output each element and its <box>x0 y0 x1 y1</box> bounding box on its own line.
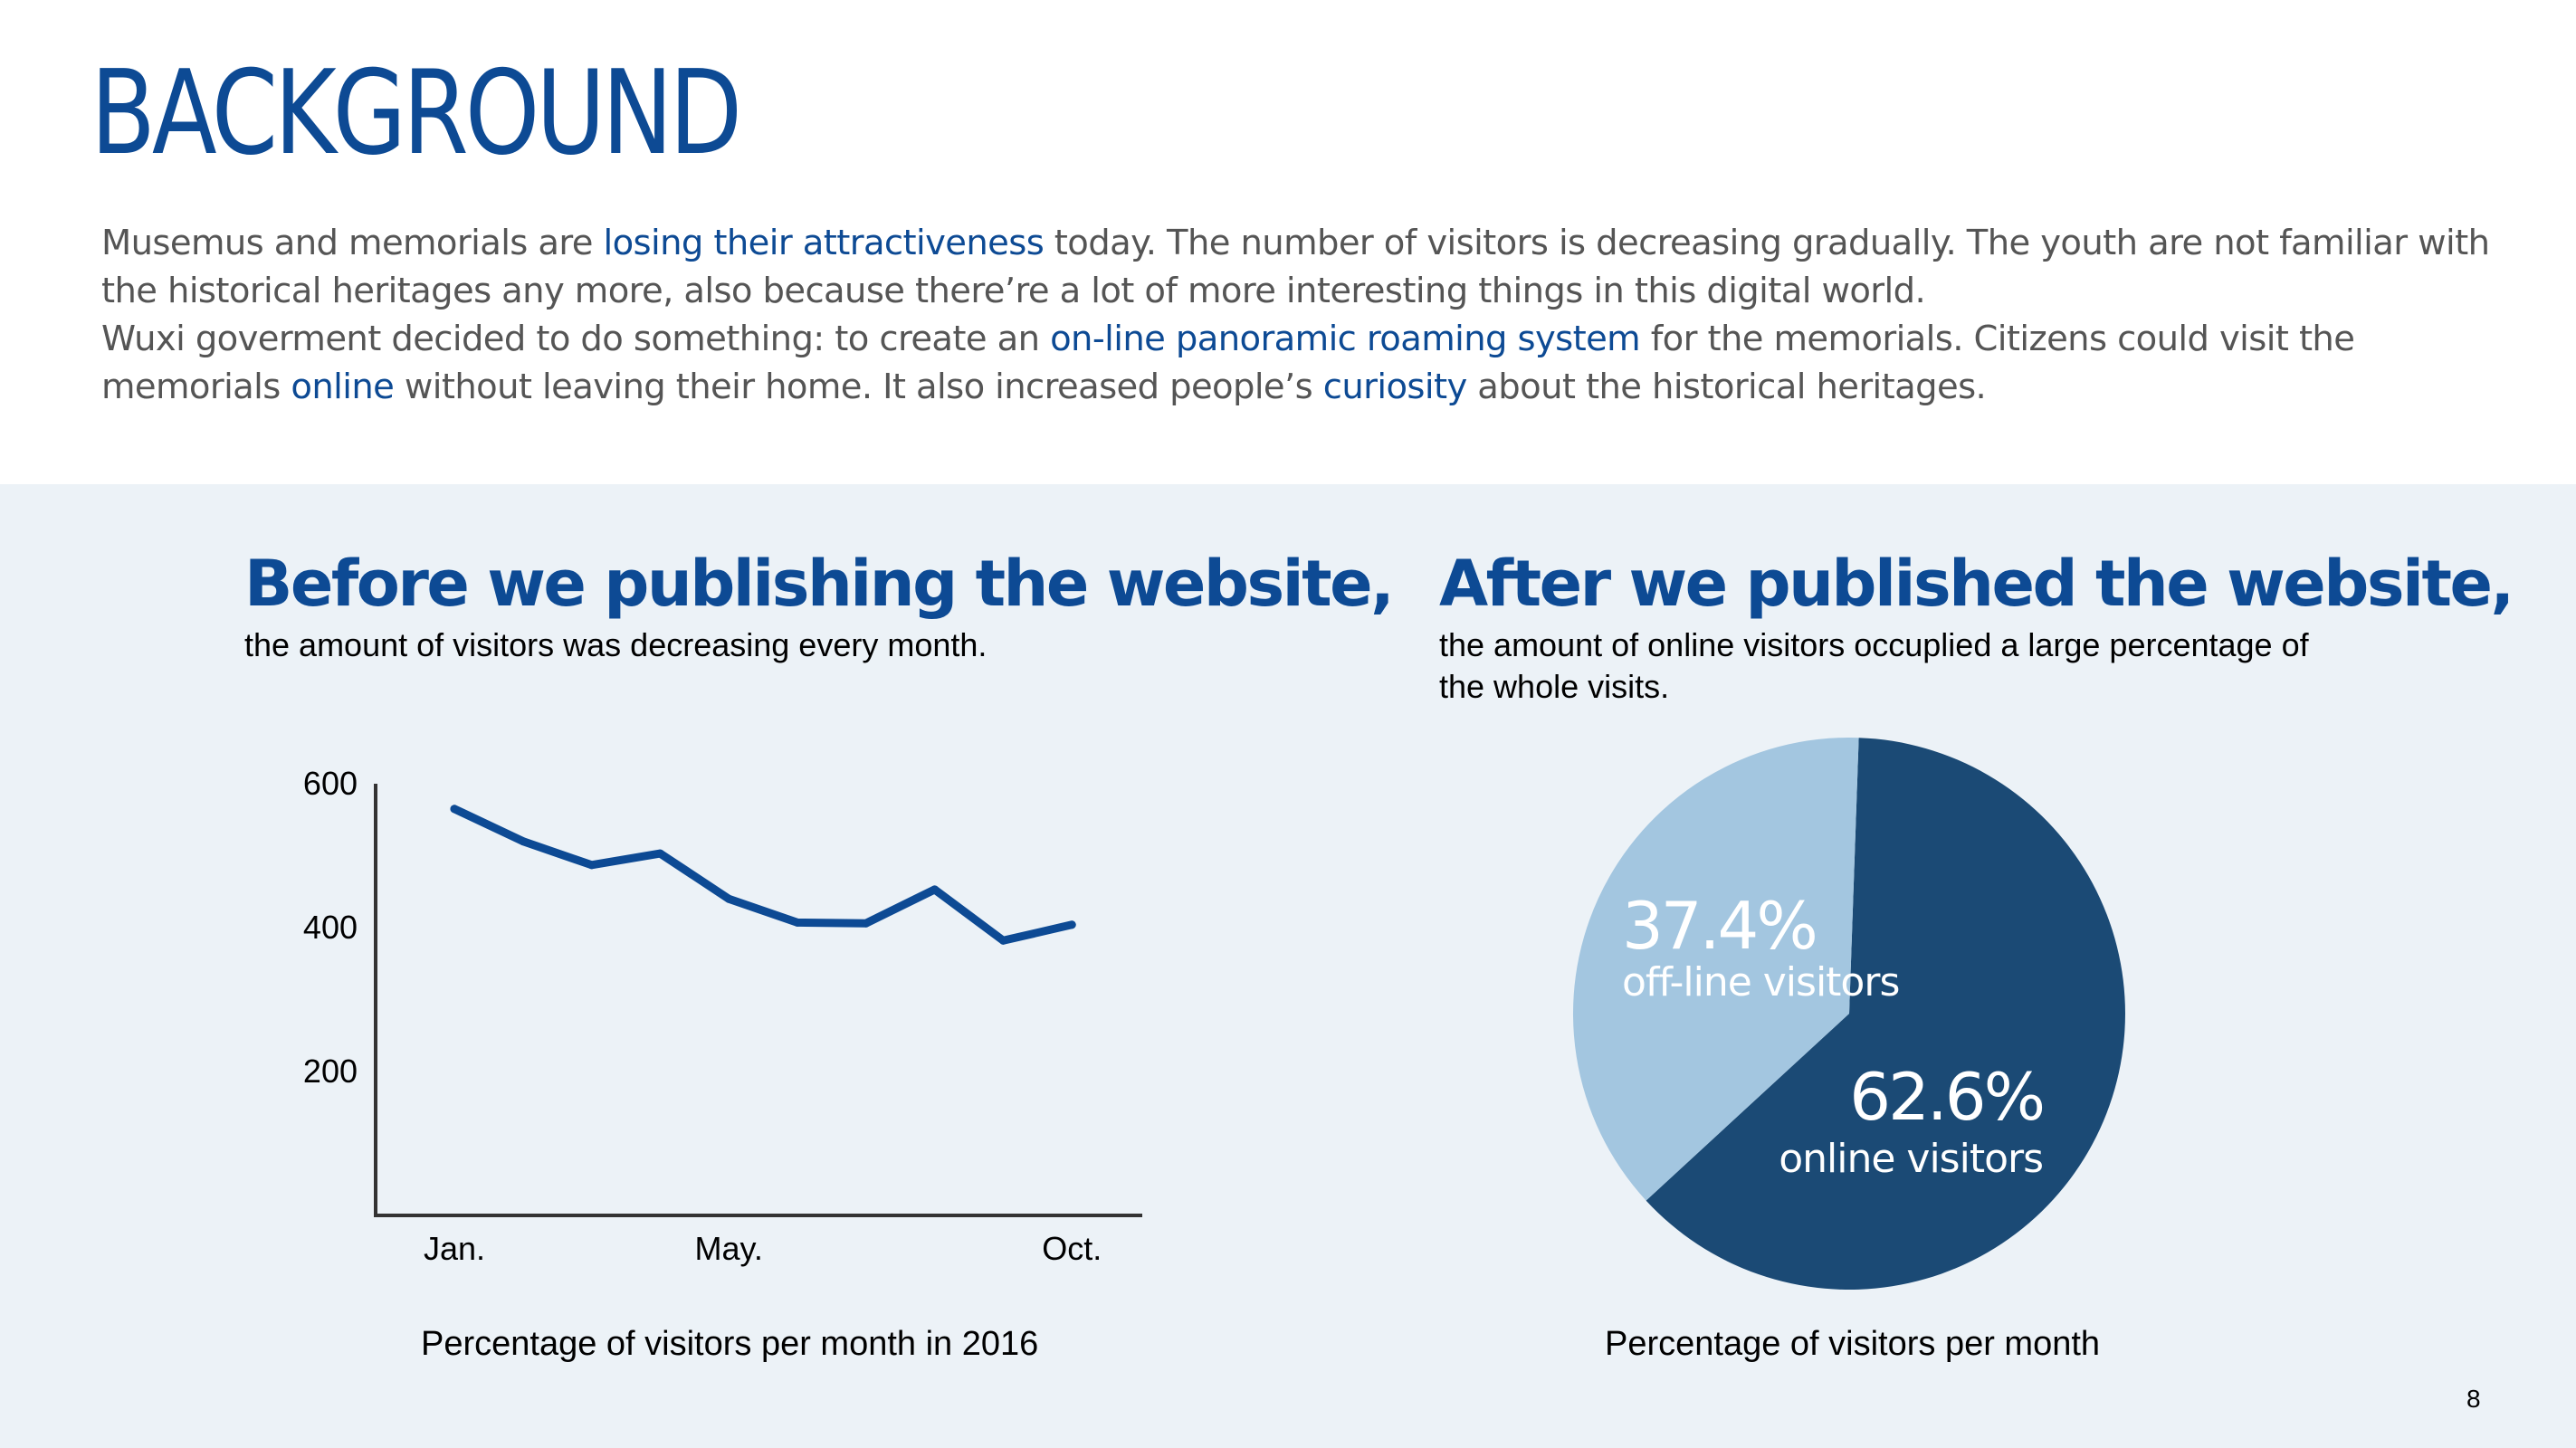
highlight-text: losing their attractiveness <box>603 223 1045 263</box>
page-number: 8 <box>2466 1385 2481 1413</box>
offline-slice-label: off-line visitors <box>1622 959 1899 1005</box>
data-point <box>724 894 733 903</box>
online-percent-label: 62.6% <box>1849 1059 2043 1135</box>
online-slice-label: online visitors <box>1779 1136 2043 1182</box>
data-point <box>793 918 802 927</box>
line-chart: 200 400 600 Jan. May. Oct. <box>303 765 1142 1267</box>
x-tick-label: May. <box>695 1230 763 1267</box>
data-point <box>655 849 664 858</box>
highlight-text: online <box>291 367 395 407</box>
data-point <box>930 885 940 894</box>
y-tick-label: 600 <box>303 765 358 802</box>
intro-text-run: about the historical heritages. <box>1466 367 1987 407</box>
intro-text-run: Musemus and memorials are <box>101 223 604 263</box>
charts-panel <box>0 484 2576 1448</box>
visitors-series-line <box>450 805 1076 945</box>
intro-paragraph-1: Musemus and memorials are losing their a… <box>101 219 2527 315</box>
highlight-text: on-line panoramic roaming system <box>1050 319 1641 359</box>
data-point <box>450 805 459 814</box>
intro-paragraph-2: Wuxi goverment decided to do something: … <box>101 315 2527 411</box>
data-point <box>587 861 596 870</box>
before-subtitle: the amount of visitors was decreasing ev… <box>244 626 987 663</box>
data-point <box>519 837 528 846</box>
data-point <box>862 919 871 928</box>
y-tick-label: 400 <box>303 909 358 946</box>
pie-chart-caption: Percentage of visitors per month <box>1605 1325 2101 1363</box>
x-tick-label: Jan. <box>424 1230 485 1267</box>
y-tick-label: 200 <box>303 1053 358 1090</box>
offline-percent-label: 37.4% <box>1622 888 1816 964</box>
data-point <box>1067 920 1076 929</box>
line-chart-axes <box>374 784 1142 1217</box>
intro-text-run: today. The number of visitors is decreas… <box>101 223 2490 311</box>
intro-text: Musemus and memorials are losing their a… <box>101 219 2527 411</box>
intro-text-run: without leaving their home. It also incr… <box>394 367 1323 407</box>
data-point <box>998 936 1007 945</box>
pie-slice-online <box>1646 738 2125 1291</box>
pie-slice-offline <box>1572 738 1859 1201</box>
pie-chart: 62.6%online visitors 37.4%off-line visito… <box>1572 738 2125 1291</box>
line-chart-caption: Percentage of visitors per month in 2016 <box>421 1325 1039 1363</box>
after-heading: After we published the website, <box>1439 547 2514 621</box>
x-tick-label: Oct. <box>1042 1230 1102 1267</box>
before-heading: Before we publishing the website, <box>244 547 1395 621</box>
intro-text-run: Wuxi goverment decided to do something: … <box>101 319 1051 359</box>
page-title: BACKGROUND <box>91 46 742 181</box>
highlight-text: curiosity <box>1322 367 1467 407</box>
after-subtitle: the amount of online visitors occuplied … <box>1439 626 2309 705</box>
intro-text-run: for the memorials. Citizens could visit … <box>101 319 2355 407</box>
